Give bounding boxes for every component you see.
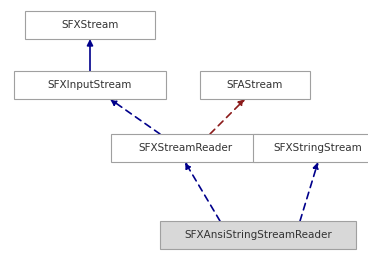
FancyBboxPatch shape bbox=[111, 134, 259, 162]
Text: SFXStream: SFXStream bbox=[61, 20, 119, 30]
FancyBboxPatch shape bbox=[160, 221, 356, 249]
Text: SFXInputStream: SFXInputStream bbox=[48, 80, 132, 90]
Text: SFXStringStream: SFXStringStream bbox=[274, 143, 362, 153]
FancyBboxPatch shape bbox=[25, 11, 155, 39]
FancyBboxPatch shape bbox=[253, 134, 368, 162]
FancyBboxPatch shape bbox=[200, 71, 310, 99]
Text: SFXAnsiStringStreamReader: SFXAnsiStringStreamReader bbox=[184, 230, 332, 240]
Text: SFXStreamReader: SFXStreamReader bbox=[138, 143, 232, 153]
Text: SFAStream: SFAStream bbox=[227, 80, 283, 90]
FancyBboxPatch shape bbox=[14, 71, 166, 99]
